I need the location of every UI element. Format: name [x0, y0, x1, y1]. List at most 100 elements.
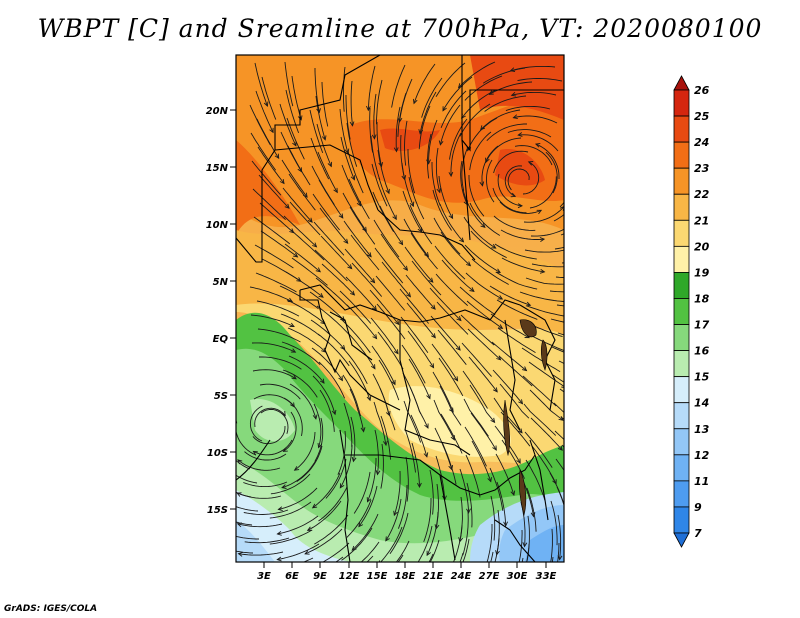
streamline-arrow: [429, 363, 435, 369]
streamline: [554, 430, 564, 441]
streamline: [490, 313, 530, 338]
streamline: [402, 190, 423, 232]
streamline-arrow: [393, 510, 398, 517]
streamline: [513, 115, 558, 124]
streamline: [374, 429, 379, 475]
streamline-arrow: [497, 295, 504, 300]
streamline: [369, 289, 400, 325]
streamline: [522, 161, 540, 195]
streamline: [358, 485, 378, 527]
lat-tick-eq: EQ: [213, 334, 236, 345]
streamline-arrow: [394, 319, 400, 326]
streamline: [258, 174, 290, 209]
streamline: [237, 459, 281, 471]
colorbar-swatch: [673, 402, 690, 430]
colorbar-swatch: [673, 428, 690, 456]
streamline: [458, 61, 496, 88]
colorbar-swatch: [673, 376, 690, 404]
streamline-arrow: [516, 458, 521, 464]
streamline: [406, 302, 436, 338]
latitude-axis: 20N 15N 10N 5N EQ 5S 10S 15S: [206, 106, 236, 516]
streamline: [342, 374, 362, 417]
streamline: [463, 398, 489, 437]
streamline-arrow: [375, 470, 381, 476]
streamline: [269, 529, 313, 545]
streamline: [553, 402, 564, 413]
streamline: [419, 91, 437, 134]
streamline: [341, 164, 362, 206]
lat-label: 5S: [214, 391, 228, 402]
streamline: [281, 159, 308, 198]
streamline-arrow: [424, 423, 429, 429]
streamline: [283, 397, 303, 436]
streamline-arrow: [340, 344, 346, 351]
streamline-arrow: [220, 460, 224, 464]
colorbar-swatch: [673, 219, 690, 247]
streamline: [348, 360, 371, 401]
streamline: [460, 160, 468, 205]
streamline: [389, 512, 409, 554]
streamline-arrow: [312, 414, 318, 420]
colorbar-label: 7: [694, 527, 702, 540]
streamline: [380, 233, 408, 271]
streamline: [405, 456, 409, 502]
streamline-arrow: [293, 466, 300, 471]
streamline: [433, 399, 455, 440]
streamline: [287, 145, 311, 186]
streamline-arrow: [277, 506, 283, 512]
streamline: [340, 136, 355, 180]
streamline-arrow: [522, 542, 528, 548]
streamline-arrow: [318, 293, 324, 298]
streamline-arrow: [236, 492, 242, 497]
streamline: [462, 188, 486, 228]
streamline: [391, 64, 406, 108]
streamline: [403, 218, 429, 257]
streamline: [507, 168, 530, 191]
streamline-arrow: [517, 203, 523, 209]
streamline: [243, 509, 289, 515]
streamline: [270, 473, 311, 495]
lat-label: 5N: [213, 277, 229, 288]
streamline: [461, 342, 492, 377]
streamline: [496, 481, 507, 526]
streamline-arrow: [456, 316, 462, 322]
lon-tick-21e: 21E: [423, 562, 444, 582]
streamline: [426, 511, 439, 556]
streamline: [500, 229, 545, 240]
streamline-arrow: [398, 240, 404, 246]
streamline: [255, 272, 297, 293]
streamline: [252, 369, 297, 380]
streamline: [527, 333, 564, 352]
streamline-arrow: [343, 238, 349, 244]
streamline-arrow: [349, 121, 355, 127]
colorbar-label: 13: [694, 423, 710, 436]
streamline: [251, 342, 296, 353]
streamline: [290, 229, 325, 261]
streamline-arrow: [512, 114, 518, 120]
streamline-arrow: [480, 222, 486, 228]
streamline-arrow: [591, 207, 595, 212]
streamline-arrow: [291, 374, 297, 380]
streamline: [314, 249, 348, 282]
streamline: [251, 160, 282, 196]
streamline: [430, 315, 461, 351]
colorbar-swatch: [673, 245, 690, 273]
streamline: [380, 443, 384, 489]
streamline: [312, 375, 336, 415]
streamline-arrow: [350, 290, 356, 296]
streamline: [318, 486, 348, 522]
streamline-arrow: [366, 497, 372, 503]
streamline: [432, 189, 452, 231]
streamline: [310, 137, 330, 180]
streamline: [469, 384, 495, 423]
streamline: [341, 527, 373, 561]
streamline-arrow: [365, 105, 371, 112]
streamline: [244, 537, 290, 544]
streamline: [418, 105, 431, 150]
streamline: [397, 554, 404, 562]
streamline: [304, 528, 343, 555]
streamline: [346, 499, 372, 538]
streamline-arrow: [297, 115, 303, 121]
streamline-arrow: [453, 376, 459, 382]
streamline-arrow: [279, 179, 285, 185]
